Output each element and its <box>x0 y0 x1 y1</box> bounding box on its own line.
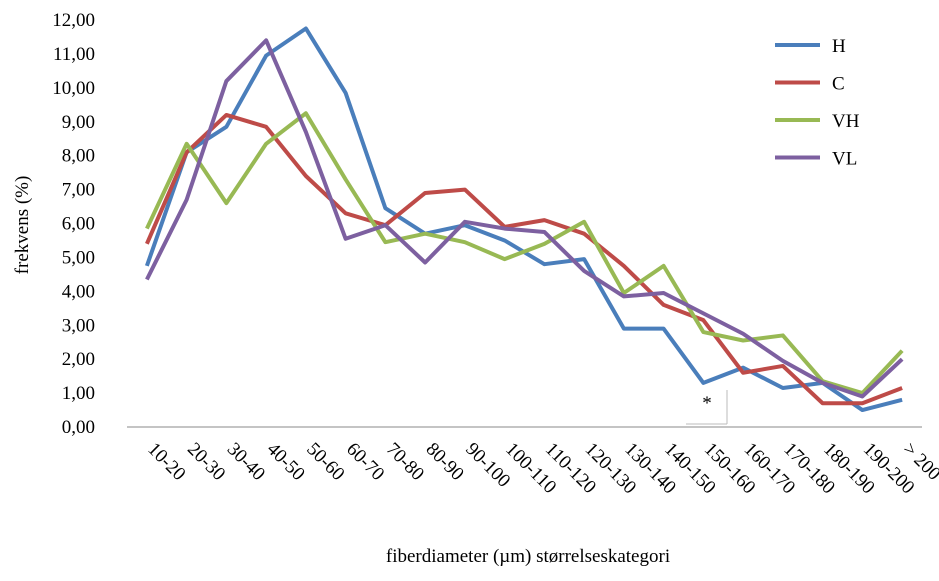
y-tick-label: 0,00 <box>62 417 95 438</box>
y-axis-title: frekvens (%) <box>12 176 33 275</box>
x-tick-label: 70-80 <box>382 439 428 485</box>
y-tick-label: 9,00 <box>62 112 95 133</box>
x-tick-label: 80-90 <box>422 439 468 485</box>
y-tick-label: 1,00 <box>62 383 95 404</box>
series-line <box>144 26 903 413</box>
series-line <box>145 112 903 406</box>
series-line <box>145 38 904 399</box>
legend-label: H <box>832 36 846 57</box>
x-axis-title: fiberdiameter (µm) størrelseskategori <box>386 546 670 567</box>
legend-label: VL <box>832 149 857 170</box>
y-tick-label: 12,00 <box>52 10 95 31</box>
y-tick-label: 8,00 <box>62 146 95 167</box>
x-tick-label: 40-50 <box>263 439 309 485</box>
x-tick-label: 20-30 <box>183 439 229 485</box>
x-tick-label: 50-60 <box>302 439 348 485</box>
y-tick-label: 11,00 <box>53 44 95 65</box>
x-tick-label: 10-20 <box>143 439 189 485</box>
y-tick-label: 4,00 <box>62 281 95 302</box>
y-tick-label: 2,00 <box>62 349 95 370</box>
x-tick-label: 30-40 <box>223 439 269 485</box>
y-tick-label: 10,00 <box>52 78 95 99</box>
series-line <box>145 111 904 396</box>
legend-label: C <box>832 74 845 95</box>
x-tick-label: 90-100 <box>461 439 514 492</box>
annotation: * <box>702 393 712 414</box>
x-tick-label: 60-70 <box>342 439 388 485</box>
y-tick-label: 3,00 <box>62 315 95 336</box>
legend-label: VH <box>832 111 860 132</box>
y-tick-label: 7,00 <box>62 180 95 201</box>
y-tick-label: 6,00 <box>62 214 95 235</box>
y-tick-label: 5,00 <box>62 247 95 268</box>
